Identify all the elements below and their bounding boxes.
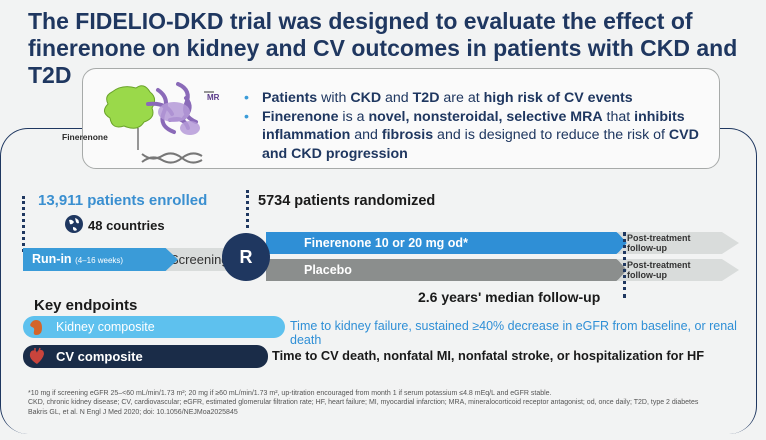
- followup-dotted-line: [623, 232, 626, 298]
- bullet-item: • Patients with CKD and T2D are at high …: [244, 90, 633, 106]
- footnote-abbreviations: CKD, chronic kidney disease; CV, cardiov…: [28, 399, 699, 407]
- median-followup: 2.6 years' median follow-up: [418, 289, 601, 305]
- bullet-list: • Patients with CKD and T2D are at high …: [244, 89, 714, 163]
- randomization-dotted-line: [246, 190, 249, 228]
- bullet-dot: •: [244, 90, 249, 106]
- randomization-circle: R: [222, 233, 270, 281]
- footnote-dosing: *10 mg if screening eGFR 25–<60 mL/min/1…: [28, 390, 552, 397]
- key-endpoints-heading: Key endpoints: [34, 297, 138, 314]
- cv-composite-badge: CV composite: [23, 345, 268, 368]
- cv-composite-definition: Time to CV death, nonfatal MI, nonfatal …: [272, 348, 705, 363]
- molecule-illustration: [104, 82, 214, 164]
- finerenone-molecule-label: Finerenone: [62, 132, 108, 142]
- placebo-arm: Placebo: [266, 259, 631, 281]
- bullet-dot: •: [244, 108, 249, 125]
- heart-icon: [29, 347, 44, 364]
- page-title: The FIDELIO-DKD trial was designed to ev…: [28, 8, 738, 88]
- run-in-arrow: Run-in (4–16 weeks): [23, 248, 178, 271]
- patients-enrolled: 13,911 patients enrolled: [38, 192, 208, 209]
- post-treatment-followup: Post-treatment follow-up: [617, 259, 739, 281]
- mr-label: MR: [207, 93, 220, 102]
- kidney-composite-definition: Time to kidney failure, sustained ≥40% d…: [290, 319, 737, 347]
- footnotes: *10 mg if screening eGFR 25–<60 mL/min/1…: [28, 389, 748, 417]
- patients-randomized: 5734 patients randomized: [258, 193, 436, 209]
- kidney-composite-badge: Kidney composite: [23, 316, 285, 338]
- enrollment-dotted-line: [22, 196, 25, 252]
- post-treatment-followup: Post-treatment follow-up: [617, 232, 739, 254]
- finerenone-arm: Finerenone 10 or 20 mg od*: [266, 232, 631, 254]
- globe-icon: [65, 215, 83, 233]
- footnote-reference: Bakris GL, et al. N Engl J Med 2020; doi…: [28, 408, 238, 416]
- bullet-item: • Finerenone is a novel, nonsteroidal, s…: [244, 108, 699, 162]
- kidney-icon: [30, 320, 42, 335]
- countries-count: 48 countries: [88, 218, 165, 233]
- info-card: [82, 68, 720, 169]
